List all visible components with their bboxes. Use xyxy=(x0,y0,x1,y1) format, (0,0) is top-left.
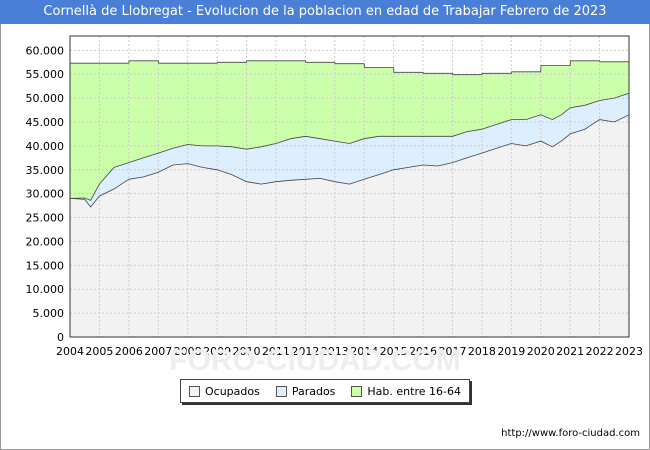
chart-grid xyxy=(69,35,630,338)
legend-label-ocupados: Ocupados xyxy=(204,384,260,398)
x-tick-label: 2008 xyxy=(174,345,202,358)
area-ocupados xyxy=(70,114,629,337)
x-tick-label: 2021 xyxy=(556,345,584,358)
x-tick-label: 2016 xyxy=(409,345,437,358)
y-tick-label: 10.000 xyxy=(26,283,65,296)
x-tick-label: 2017 xyxy=(438,345,466,358)
x-tick-label: 2011 xyxy=(262,345,290,358)
x-tick-label: 2006 xyxy=(115,345,143,358)
legend-swatch-ocupados xyxy=(188,385,200,397)
legend-item-ocupados: Ocupados xyxy=(188,384,260,398)
x-tick-label: 2014 xyxy=(350,345,378,358)
y-tick-label: 50.000 xyxy=(26,92,65,105)
chart-lines xyxy=(69,60,630,208)
y-tick-label: 40.000 xyxy=(26,140,65,153)
legend-label-hab: Hab. entre 16-64 xyxy=(367,384,461,398)
y-tick-label: 35.000 xyxy=(26,164,65,177)
y-tick-label: 45.000 xyxy=(26,116,65,129)
chart-title: Cornellà de Llobregat - Evolucion de la … xyxy=(0,0,650,24)
x-tick-label: 2012 xyxy=(291,345,319,358)
watermark: FORO-CIUDAD.COM xyxy=(169,344,461,377)
y-tick-label: 0 xyxy=(57,331,64,344)
y-tick-label: 30.000 xyxy=(26,188,65,201)
x-tick-label: 2015 xyxy=(380,345,408,358)
line-parados xyxy=(69,92,630,201)
y-tick-label: 5.000 xyxy=(33,307,65,320)
plot-border xyxy=(69,35,630,338)
y-tick-label: 15.000 xyxy=(26,259,65,272)
legend-swatch-hab xyxy=(351,385,363,397)
x-tick-label: 2022 xyxy=(586,345,614,358)
x-tick-label: 2005 xyxy=(85,345,113,358)
x-tick-label: 2013 xyxy=(321,345,349,358)
x-tick-label: 2018 xyxy=(468,345,496,358)
x-tick-label: 2023 xyxy=(615,345,643,358)
chart-areas xyxy=(70,36,629,338)
line-hab-entre-16-64 xyxy=(70,60,629,76)
x-tick-label: 2020 xyxy=(527,345,555,358)
x-tick-label: 2019 xyxy=(497,345,525,358)
legend-item-hab: Hab. entre 16-64 xyxy=(351,385,461,398)
x-tick-label: 2007 xyxy=(144,345,172,358)
y-tick-label: 25.000 xyxy=(26,212,65,225)
chart-legend: Ocupados Parados Hab. entre 16-64 xyxy=(180,379,470,403)
x-tick-label: 2010 xyxy=(233,345,261,358)
legend-swatch-parados xyxy=(275,385,287,397)
line-ocupados xyxy=(69,114,630,208)
legend-item-parados: Parados xyxy=(275,384,336,398)
legend-label-parados: Parados xyxy=(291,384,336,398)
x-tick-label: 2004 xyxy=(56,345,84,358)
y-tick-label: 55.000 xyxy=(26,68,65,81)
y-tick-label: 20.000 xyxy=(26,235,65,248)
y-axis-ticks: 0 5.000 10.000 15.000 20.000 25.000 30.000 35.0… xyxy=(26,44,65,344)
y-tick-label: 60.000 xyxy=(26,44,65,57)
source-link[interactable]: http://www.foro-ciudad.com xyxy=(501,428,640,439)
x-tick-label: 2009 xyxy=(203,345,231,358)
x-axis-ticks: 2004 2005 2006 2007 2008 2009 2010 2011 2012 2013… xyxy=(56,345,643,358)
